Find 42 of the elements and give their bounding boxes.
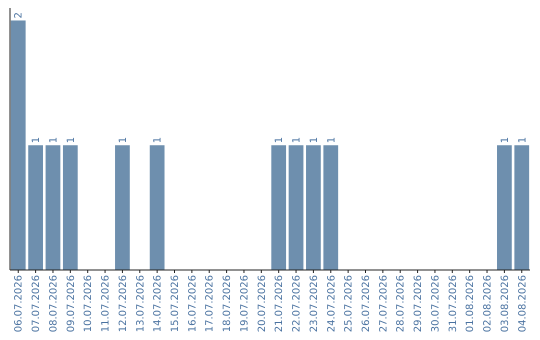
x-tick-label: 27.07.2026 <box>378 275 390 332</box>
x-tick-label: 15.07.2026 <box>170 275 182 332</box>
data-label: 1 <box>274 136 286 144</box>
data-label: 1 <box>66 136 77 144</box>
x-tick-label: 22.07.2026 <box>292 275 303 332</box>
x-tick-label: 01.08.2026 <box>465 275 476 332</box>
x-tick-label: 12.07.2026 <box>118 275 129 332</box>
data-label: 1 <box>118 136 129 144</box>
data-label: 1 <box>48 136 60 144</box>
x-tick-label: 03.08.2026 <box>500 275 511 332</box>
x-tick-label: 24.07.2026 <box>326 275 338 332</box>
x-tick-label: 25.07.2026 <box>344 275 355 332</box>
x-tick-label: 07.07.2026 <box>31 275 42 332</box>
x-tick-label: 20.07.2026 <box>256 275 268 332</box>
x-tick-label: 21.07.2026 <box>274 275 286 332</box>
data-label: 1 <box>292 136 303 144</box>
data-label: 1 <box>308 136 320 144</box>
data-label: 1 <box>152 136 164 144</box>
x-tick-label: 23.07.2026 <box>308 275 320 332</box>
data-label: 2 <box>14 12 25 18</box>
x-tick-label: 14.07.2026 <box>152 275 164 332</box>
x-tick-label: 02.08.2026 <box>482 275 494 332</box>
x-tick-label: 10.07.2026 <box>83 275 94 332</box>
x-tick-label: 11.07.2026 <box>100 275 112 332</box>
x-tick-label: 29.07.2026 <box>413 275 424 332</box>
x-tick-label: 19.07.2026 <box>239 275 250 332</box>
x-tick-label: 04.08.2026 <box>517 275 528 332</box>
x-tick-label: 06.07.2026 <box>14 275 25 332</box>
x-tick-label: 09.07.2026 <box>66 275 77 332</box>
data-label: 1 <box>517 136 528 144</box>
x-tick-label: 31.07.2026 <box>448 275 459 332</box>
x-tick-label: 16.07.2026 <box>187 275 198 332</box>
x-tick-label: 13.07.2026 <box>135 275 146 332</box>
x-tick-label: 28.07.2026 <box>396 275 407 332</box>
data-label: 1 <box>500 136 511 144</box>
x-tick-label: 18.07.2026 <box>222 275 234 332</box>
x-tick-label: 26.07.2026 <box>360 275 372 332</box>
data-label: 1 <box>31 136 42 144</box>
x-tick-label: 30.07.2026 <box>430 275 442 332</box>
x-tick-label: 17.07.2026 <box>204 275 216 332</box>
data-label: 1 <box>326 136 338 144</box>
x-tick-label: 08.07.2026 <box>48 275 60 332</box>
